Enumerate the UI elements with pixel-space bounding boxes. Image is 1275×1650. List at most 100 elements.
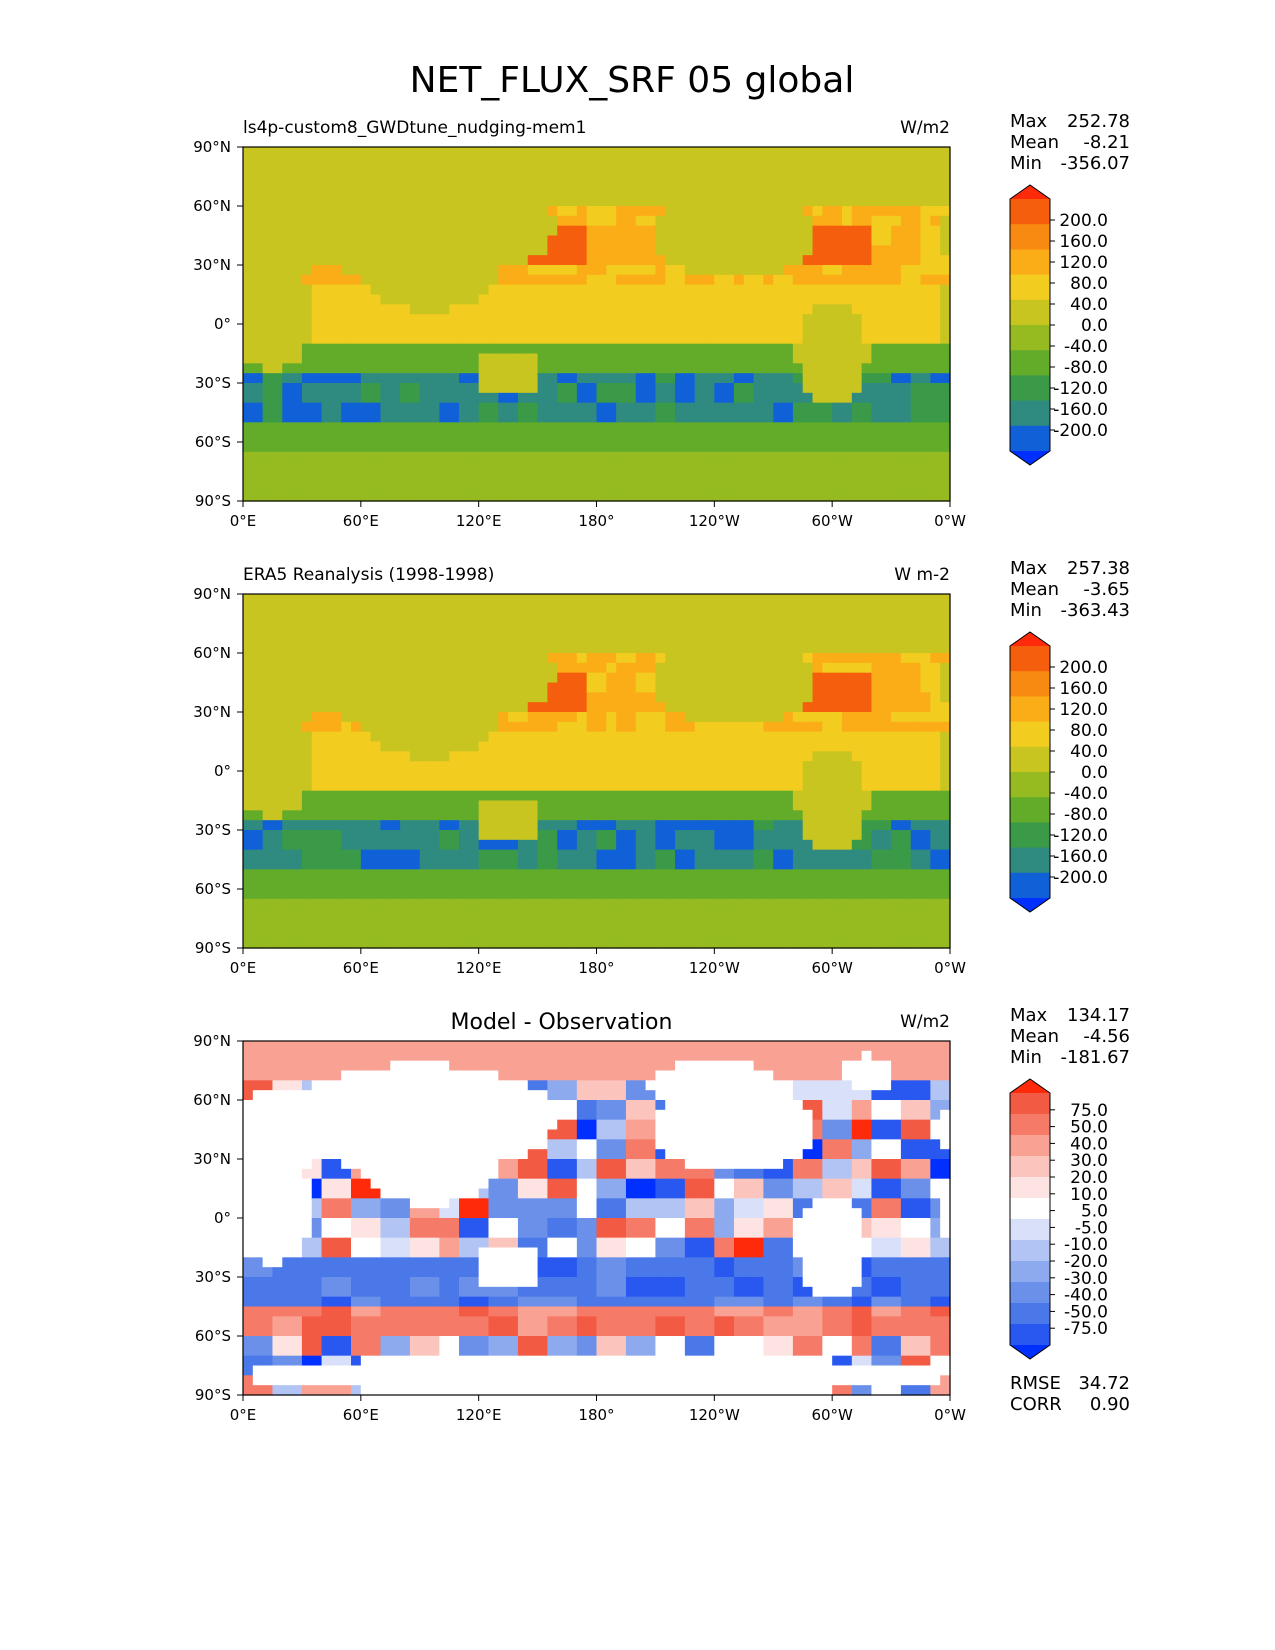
map-cell (468, 265, 480, 276)
map-cell (576, 594, 588, 605)
map-cell (743, 432, 755, 443)
map-cell (331, 613, 342, 625)
map-cell (851, 751, 863, 762)
map-cell (675, 928, 686, 939)
map-cell (272, 879, 283, 890)
map-cell (665, 908, 676, 920)
map-cell (370, 898, 382, 910)
map-cell (704, 363, 715, 374)
map-cell (380, 314, 391, 325)
map-cell (606, 653, 617, 664)
map-cell (527, 392, 539, 404)
map-cell (517, 284, 529, 296)
map-cell (704, 451, 715, 463)
map-cell (930, 343, 941, 355)
map-cell (940, 156, 951, 168)
map-cell (292, 186, 303, 197)
map-cell (792, 166, 804, 178)
map-cell (252, 879, 264, 890)
map-cell (724, 156, 735, 168)
map-cell (851, 820, 863, 831)
map-cell (871, 235, 882, 246)
map-cell (547, 771, 558, 782)
map-cell (802, 206, 814, 217)
map-cell (301, 908, 313, 920)
map-cell (390, 653, 401, 664)
map-cell (557, 147, 568, 158)
map-cell (694, 442, 706, 453)
map-cell (792, 363, 804, 374)
map-cell (429, 839, 440, 851)
map-cell (311, 235, 323, 246)
map-cell (684, 373, 696, 384)
map-cell (871, 451, 882, 463)
map-cell (262, 761, 274, 772)
map-cell (351, 373, 362, 384)
map-cell (841, 304, 853, 315)
map-cell (655, 304, 666, 315)
map-cell (743, 643, 755, 654)
map-cell (567, 274, 578, 286)
map-cell (262, 235, 274, 246)
map-cell (792, 879, 804, 890)
map-cell (841, 442, 853, 453)
map-cell (498, 471, 509, 482)
colorbar-label: 200.0 (1059, 211, 1108, 231)
map-cell (773, 225, 784, 237)
map-cell (301, 265, 313, 276)
map-cell (910, 491, 922, 502)
map-cell (645, 820, 657, 831)
map-cell (468, 771, 480, 782)
map-cell (409, 741, 421, 752)
map-cell (488, 471, 499, 482)
map-cell (282, 898, 293, 910)
map-cell (331, 839, 342, 851)
map-cell (252, 383, 264, 394)
map-cell (851, 196, 863, 207)
map-cell (940, 225, 951, 237)
map-cell (792, 623, 804, 634)
map-cell (822, 481, 833, 492)
map-cell (714, 442, 725, 453)
map-cell (390, 790, 401, 802)
map-cell (625, 294, 637, 305)
map-cell (832, 235, 843, 246)
map-cell (606, 471, 617, 482)
map-cell (331, 265, 342, 276)
map-cell (282, 491, 293, 502)
map-cell (301, 889, 313, 900)
map-cell (930, 442, 941, 453)
map-cell (498, 594, 509, 605)
map-cell (694, 343, 706, 355)
map-cell (881, 383, 892, 394)
map-cell (891, 206, 902, 217)
map-cell (321, 422, 332, 433)
map-cell (694, 265, 706, 276)
map-cell (439, 491, 450, 502)
map-cell (243, 147, 254, 158)
map-cell (812, 928, 823, 939)
map-cell (812, 731, 823, 743)
map-cell (792, 780, 804, 792)
map-cell (468, 333, 480, 345)
map-cell (724, 196, 735, 207)
map-cell (616, 810, 627, 821)
map-cell (537, 702, 548, 713)
map-cell (635, 383, 647, 394)
map-cell (468, 294, 480, 305)
map-cell (753, 613, 765, 625)
map-cell (292, 613, 303, 625)
map-cell (508, 810, 519, 821)
map-cell (822, 284, 833, 296)
map-cell (557, 333, 568, 345)
map-cell (783, 820, 794, 831)
map-cell (380, 790, 391, 802)
map-cell (792, 839, 804, 851)
map-cell (861, 245, 873, 256)
map-cell (272, 908, 283, 920)
map-cell (920, 481, 931, 492)
map-cell (400, 702, 411, 713)
map-cell (586, 712, 598, 723)
map-cell (557, 265, 568, 276)
map-cell (694, 324, 706, 335)
